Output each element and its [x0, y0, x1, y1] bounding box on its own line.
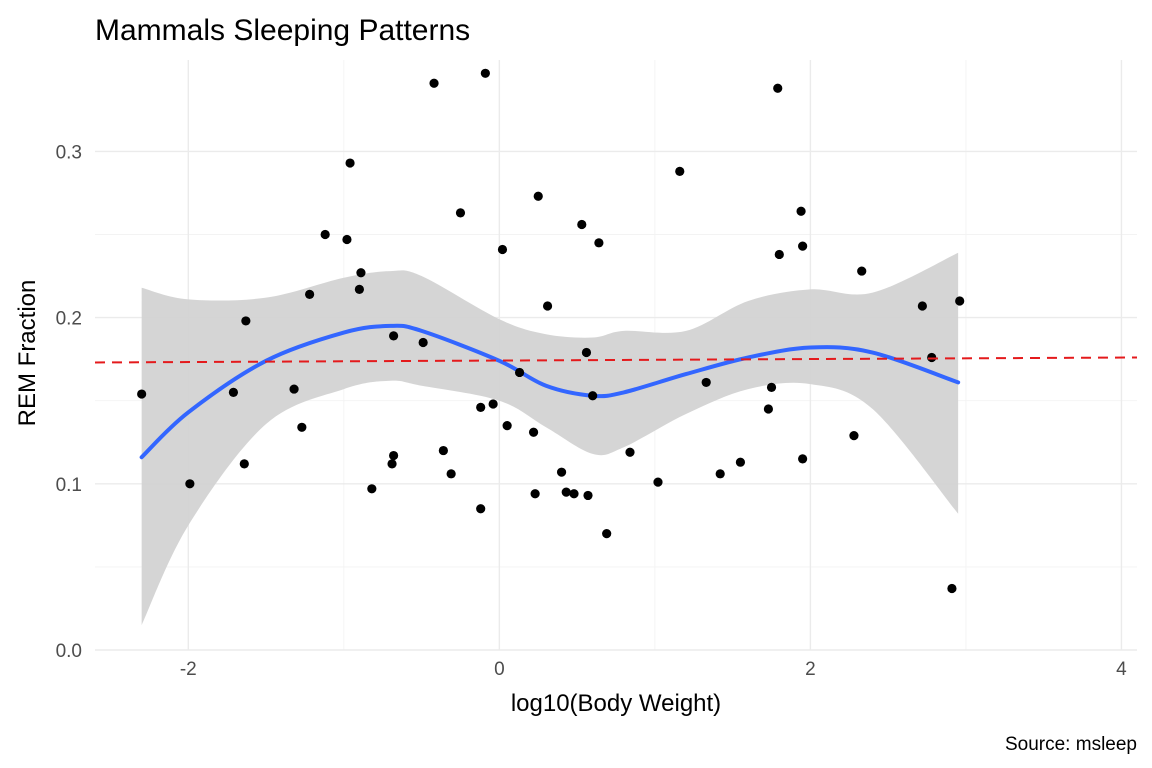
data-point-56 — [857, 266, 867, 276]
data-point-18 — [429, 78, 439, 88]
data-point-26 — [497, 244, 508, 255]
data-point-46 — [715, 469, 725, 479]
data-point-23 — [476, 402, 486, 412]
y-tick-label-1: 0.1 — [56, 475, 82, 496]
data-point-51 — [774, 249, 784, 260]
data-point-5 — [289, 384, 299, 394]
data-point-39 — [588, 391, 598, 401]
data-point-2 — [228, 387, 239, 397]
data-point-54 — [798, 454, 808, 464]
data-point-44 — [675, 166, 685, 176]
reference-dashed-line — [94, 356, 1138, 364]
data-point-22 — [476, 504, 486, 514]
confidence-ribbon — [141, 252, 959, 626]
data-point-50 — [773, 83, 783, 93]
y-tick-label-2: 0.2 — [56, 309, 82, 330]
data-point-55 — [849, 431, 859, 441]
data-point-15 — [389, 450, 399, 461]
data-point-43 — [653, 477, 663, 487]
data-point-10 — [345, 158, 355, 168]
data-point-60 — [955, 296, 965, 306]
y-axis-ticks: 0.0 0.1 0.2 0.3 — [56, 142, 82, 662]
data-point-31 — [533, 191, 543, 201]
data-point-57 — [917, 301, 927, 311]
x-tick-label-0: -2 — [180, 659, 197, 680]
data-point-19 — [438, 445, 448, 456]
data-point-14 — [387, 459, 397, 469]
data-point-49 — [766, 382, 777, 393]
data-point-27 — [502, 421, 512, 431]
data-point-17 — [418, 337, 428, 348]
data-point-1 — [185, 479, 195, 489]
data-point-29 — [528, 427, 539, 437]
data-point-32 — [542, 301, 553, 311]
data-point-0 — [137, 389, 147, 399]
data-point-40 — [594, 238, 604, 248]
data-point-12 — [354, 284, 364, 294]
data-point-34 — [561, 487, 571, 497]
data-point-41 — [602, 529, 612, 539]
data-point-28 — [514, 367, 525, 378]
data-point-48 — [763, 404, 774, 414]
x-axis-ticks: -2 0 2 4 — [180, 659, 1127, 680]
x-tick-label-2: 2 — [805, 659, 816, 680]
scatter-points — [137, 68, 965, 594]
x-tick-label-1: 0 — [494, 659, 505, 680]
data-point-8 — [320, 229, 330, 240]
data-point-38 — [583, 490, 593, 501]
y-tick-label-0: 0.0 — [56, 641, 82, 662]
data-point-45 — [701, 377, 711, 388]
source-caption: Source: msleep — [1005, 734, 1137, 755]
data-point-3 — [239, 459, 249, 469]
data-point-6 — [297, 422, 307, 432]
data-point-9 — [342, 234, 352, 245]
chart-title: Mammals Sleeping Patterns — [95, 14, 470, 47]
data-point-4 — [241, 316, 251, 326]
data-point-33 — [556, 467, 567, 477]
data-point-59 — [947, 583, 957, 594]
data-point-11 — [356, 268, 366, 278]
smooth-trend-line — [139, 323, 961, 460]
data-point-52 — [796, 206, 806, 216]
data-point-21 — [455, 208, 466, 218]
y-tick-label-3: 0.3 — [56, 142, 82, 163]
data-point-37 — [581, 347, 592, 358]
data-point-7 — [305, 289, 315, 299]
data-point-24 — [480, 68, 490, 78]
data-point-36 — [577, 219, 587, 230]
data-point-25 — [488, 399, 498, 409]
data-point-35 — [569, 489, 579, 499]
data-point-47 — [735, 457, 746, 467]
data-point-16 — [389, 331, 399, 341]
data-point-13 — [367, 484, 377, 494]
x-tick-label-3: 4 — [1116, 659, 1127, 680]
data-point-42 — [625, 447, 635, 457]
x-axis-label: log10(Body Weight) — [511, 690, 721, 717]
data-point-30 — [530, 489, 540, 499]
data-point-53 — [798, 241, 808, 251]
data-point-20 — [446, 469, 456, 479]
y-axis-label: REM Fraction — [14, 280, 41, 427]
